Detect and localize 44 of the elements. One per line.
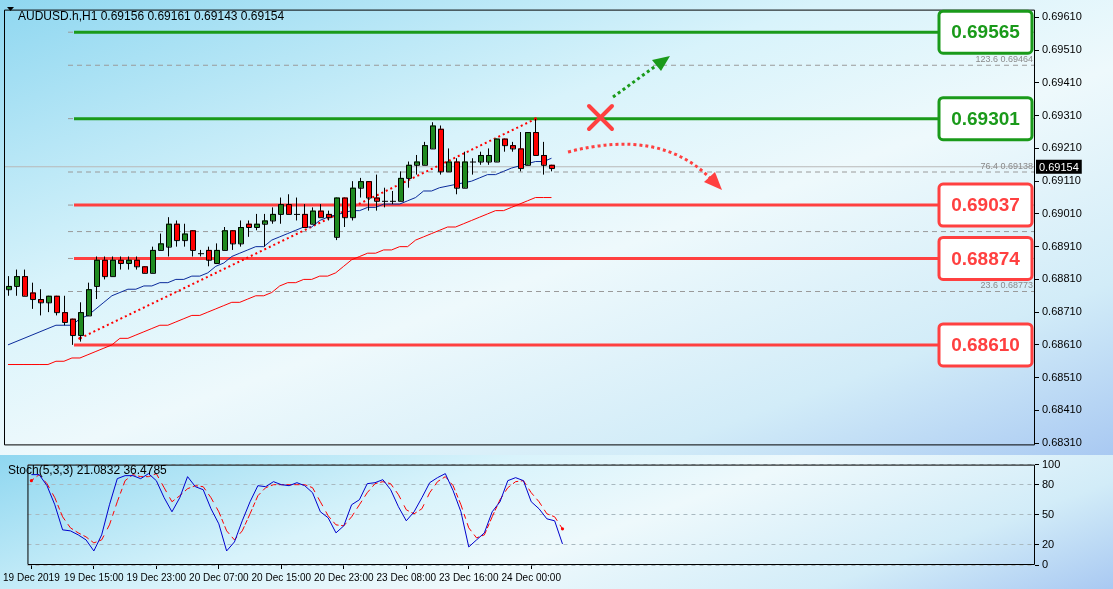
- ref-line-label: 0.69565: [951, 21, 1021, 43]
- y-tick-label: 0.68610: [1042, 337, 1082, 350]
- y-tick-label: 0.69110: [1042, 174, 1081, 187]
- x-tick-label: 24 Dec 00:00: [501, 571, 562, 583]
- ref-line-label: 123.6 0.69464: [975, 54, 1033, 65]
- y-tick-label: 0: [1042, 558, 1049, 571]
- y-tick-label: 0.68310: [1042, 436, 1082, 449]
- x-tick-label: 23 Dec 16:00: [439, 571, 499, 583]
- y-tick-label: 0.69310: [1042, 108, 1082, 121]
- y-tick-label: 0.68710: [1042, 305, 1082, 318]
- y-tick-label: 100: [1042, 457, 1061, 470]
- candlestick: [470, 157, 476, 176]
- x-tick-label: 20 Dec 23:00: [314, 571, 374, 583]
- x-tick-label: 20 Dec 15:00: [251, 571, 312, 583]
- y-tick-label: 0.68910: [1042, 239, 1082, 252]
- y-tick-label: 0.69610: [1042, 10, 1082, 23]
- chart-title: Stoch(5,3,3) 21.0832 36.4785: [8, 463, 167, 477]
- ref-line-label: 0.69301: [951, 107, 1021, 129]
- ref-line-label: 0.69037: [951, 194, 1020, 216]
- y-tick-label: 0.69210: [1042, 141, 1082, 154]
- x-tick-label: 19 Dec 23:00: [126, 571, 187, 583]
- x-tick-label: 19 Dec 2019: [3, 571, 61, 583]
- ref-line-label: 0.68610: [951, 334, 1020, 356]
- y-tick-label: 0.69010: [1042, 206, 1082, 219]
- ref-line-label: 0.68874: [951, 247, 1021, 269]
- y-tick-label: 0.69410: [1042, 75, 1082, 88]
- candlestick: [494, 138, 500, 163]
- x-tick-label: 19 Dec 15:00: [64, 571, 125, 583]
- candlestick: [382, 187, 388, 208]
- y-tick-label: 0.69510: [1042, 43, 1082, 56]
- y-tick-label: 20: [1042, 537, 1055, 550]
- y-tick-label: 50: [1042, 507, 1055, 520]
- y-tick-label: 80: [1042, 477, 1055, 490]
- y-tick-label: 0.68810: [1042, 272, 1082, 285]
- ref-line-label: 23.6 0.68773: [980, 280, 1033, 291]
- x-tick-label: 20 Dec 07:00: [189, 571, 249, 583]
- ref-line-label: 76.4 0.69138: [980, 160, 1033, 171]
- chart-title: AUDUSD.h,H1 0.69156 0.69161 0.69143 0.69154: [18, 9, 285, 23]
- y-tick-label: 0.68510: [1042, 370, 1082, 383]
- candlestick: [390, 190, 396, 205]
- x-tick-label: 23 Dec 08:00: [376, 571, 437, 583]
- candlestick: [294, 197, 300, 221]
- y-tick-label: 0.68410: [1042, 403, 1082, 416]
- ref-line-label: 0.69154: [1039, 160, 1079, 173]
